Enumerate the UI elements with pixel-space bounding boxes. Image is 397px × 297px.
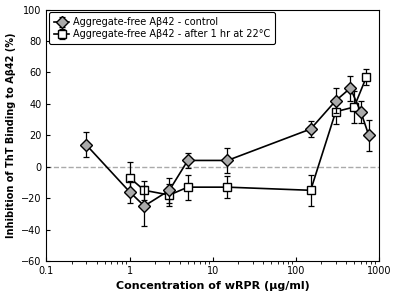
X-axis label: Concentration of wRPR (μg/ml): Concentration of wRPR (μg/ml): [116, 282, 310, 291]
Legend: Aggregate-free Aβ42 - control, Aggregate-free Aβ42 - after 1 hr at 22°C: Aggregate-free Aβ42 - control, Aggregate…: [49, 12, 275, 44]
Y-axis label: Inhibition of ThT Binding to Aβ42 (%): Inhibition of ThT Binding to Aβ42 (%): [6, 33, 15, 238]
